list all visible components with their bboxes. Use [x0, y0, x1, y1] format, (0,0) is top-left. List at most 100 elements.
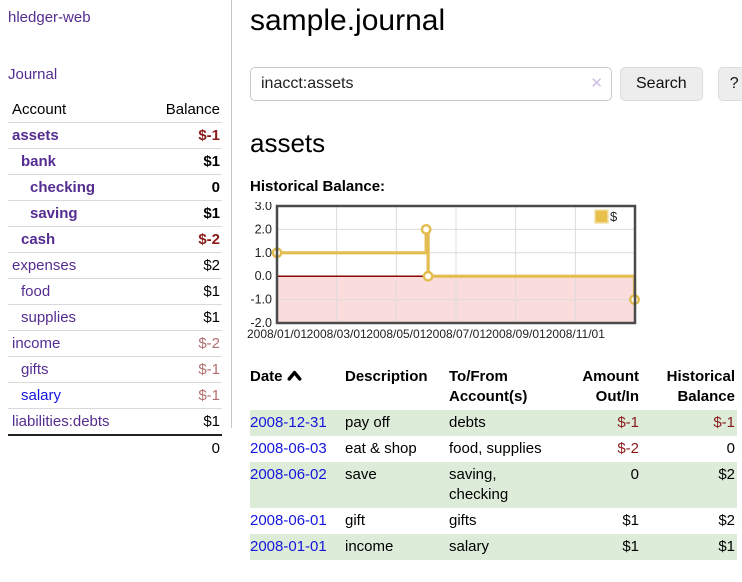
svg-text:-1.0: -1.0 [250, 293, 272, 307]
account-link[interactable]: gifts [21, 361, 49, 378]
svg-text:1.0: 1.0 [255, 246, 272, 260]
transaction-amount: $-2 [617, 440, 639, 457]
account-link[interactable]: supplies [21, 309, 77, 326]
transaction-accounts: gifts [449, 512, 477, 529]
transaction-date-link[interactable]: 2008-01-01 [250, 538, 327, 555]
register-row: 2008-12-31 pay off debts $-1 $-1 [250, 410, 737, 436]
account-row: income $-2 [8, 330, 222, 357]
register-table: Date Description To/From Account(s) Amou… [250, 364, 737, 560]
account-link[interactable]: income [12, 335, 61, 352]
account-balance: $-2 [198, 335, 220, 352]
transaction-description: eat & shop [345, 440, 417, 457]
sidebar: hledger-web Journal Account Balance asse… [0, 0, 232, 560]
transaction-description: gift [345, 512, 366, 529]
search-input[interactable] [250, 67, 612, 101]
account-balance: $1 [203, 153, 220, 170]
account-balance: $-1 [198, 361, 220, 378]
register-row: 2008-06-02 save saving, checking 0 $2 [250, 462, 737, 508]
account-row: gifts $-1 [8, 356, 222, 383]
svg-text:2.0: 2.0 [255, 222, 272, 236]
register-header-balance: Historical Balance [666, 368, 735, 405]
transaction-amount: 0 [630, 466, 639, 483]
help-button[interactable]: ? [717, 67, 742, 101]
historical-balance-chart[interactable]: $3.0 2.0 1.0 0.0 -1.0 -2.0 2008/01/01 2008/03/0… [240, 199, 742, 348]
account-link[interactable]: bank [21, 153, 57, 170]
sort-ascending-icon [287, 370, 302, 381]
app-title-link[interactable]: hledger-web [8, 9, 91, 26]
register-row: 2008-01-01 income salary $1 $1 [250, 534, 737, 560]
account-link[interactable]: saving [30, 205, 78, 222]
account-balance: $2 [203, 257, 220, 274]
transaction-date-link[interactable]: 2008-06-01 [250, 512, 327, 529]
account-row: cash $-2 [8, 226, 222, 253]
svg-text:2008/05/01: 2008/05/01 [366, 327, 426, 341]
svg-text:2008/01/01: 2008/01/01 [247, 327, 307, 341]
svg-text:0.0: 0.0 [255, 269, 272, 283]
account-balance: 0 [211, 179, 220, 196]
search-form: ✕ Search ? [250, 67, 742, 101]
svg-text:3.0: 3.0 [255, 202, 272, 213]
register-header-description: Description [345, 368, 428, 385]
transaction-amount: $1 [622, 538, 639, 555]
transaction-description: pay off [345, 414, 390, 431]
transaction-accounts: salary [449, 538, 490, 555]
account-row: salary $-1 [8, 382, 222, 409]
svg-text:$: $ [610, 209, 618, 224]
transaction-description: income [345, 538, 394, 555]
register-row: 2008-06-03 eat & shop food, supplies $-2 0 [250, 436, 737, 462]
transaction-accounts: food, supplies [449, 440, 542, 457]
svg-text:2008/11/01: 2008/11/01 [546, 327, 605, 341]
search-button[interactable]: Search [620, 67, 703, 101]
register-header-date[interactable]: Date [250, 364, 345, 410]
register-header-row: Date Description To/From Account(s) Amou… [250, 364, 737, 410]
account-row: assets $-1 [8, 122, 222, 149]
account-balance: $1 [203, 309, 220, 326]
account-row: saving $1 [8, 200, 222, 227]
account-row: expenses $2 [8, 252, 222, 279]
account-balance: $-1 [198, 127, 220, 144]
account-row: liabilities:debts $1 [8, 408, 222, 436]
journal-link[interactable]: Journal [8, 66, 58, 83]
account-balance: $1 [203, 283, 220, 300]
main-content: sample.journal ✕ Search ? assets Histori… [232, 0, 742, 560]
transaction-date-link[interactable]: 2008-06-03 [250, 440, 327, 457]
transaction-amount: $-1 [617, 414, 639, 431]
account-link[interactable]: expenses [12, 257, 77, 274]
register-header-amount: Amount Out/In [582, 368, 639, 405]
account-row: supplies $1 [8, 304, 222, 331]
clear-search-icon[interactable]: ✕ [590, 75, 603, 92]
transaction-balance: $-1 [713, 414, 735, 431]
transaction-amount: $1 [622, 512, 639, 529]
page-title: sample.journal [250, 4, 446, 37]
account-link[interactable]: salary [21, 387, 62, 404]
transaction-balance: $1 [718, 538, 735, 555]
account-link[interactable]: assets [12, 127, 59, 144]
sidebar-divider [231, 0, 232, 428]
accounts-total-row: 0 [8, 435, 222, 461]
transaction-balance: $2 [718, 512, 735, 529]
accounts-header-balance: Balance [165, 101, 220, 118]
account-link[interactable]: food [21, 283, 51, 300]
account-link[interactable]: cash [21, 231, 56, 248]
accounts-table: Account Balance assets $-1 bank $1 checking 0… [8, 97, 222, 461]
account-balance: $-1 [198, 387, 220, 404]
account-link[interactable]: checking [30, 179, 96, 196]
account-row: bank $1 [8, 148, 222, 175]
account-row: food $1 [8, 278, 222, 305]
account-heading: assets [250, 128, 326, 158]
svg-text:2008/03/01: 2008/03/01 [307, 327, 367, 341]
transaction-date-link[interactable]: 2008-12-31 [250, 414, 327, 431]
transaction-description: save [345, 466, 377, 483]
account-balance: $1 [203, 413, 220, 430]
svg-text:2008/07/01: 2008/07/01 [426, 327, 486, 341]
account-balance: $-2 [198, 231, 220, 248]
svg-text:2008/09/01: 2008/09/01 [486, 327, 546, 341]
register-row: 2008-06-01 gift gifts $1 $2 [250, 508, 737, 534]
transaction-balance: 0 [726, 440, 735, 457]
transaction-date-link[interactable]: 2008-06-02 [250, 466, 327, 483]
account-link[interactable]: liabilities:debts [12, 413, 110, 430]
account-row: checking 0 [8, 174, 222, 201]
account-balance: $1 [203, 205, 220, 222]
transaction-accounts: saving, checking [449, 466, 509, 503]
register-header-account: To/From Account(s) [449, 368, 528, 405]
